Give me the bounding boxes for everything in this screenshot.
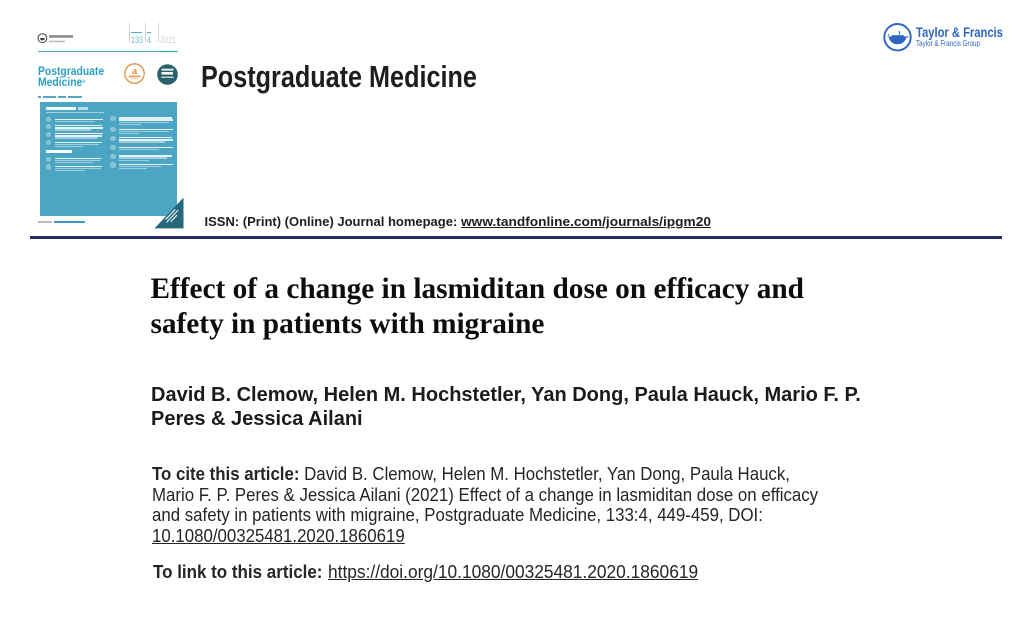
svg-text:a: a [131, 65, 137, 77]
